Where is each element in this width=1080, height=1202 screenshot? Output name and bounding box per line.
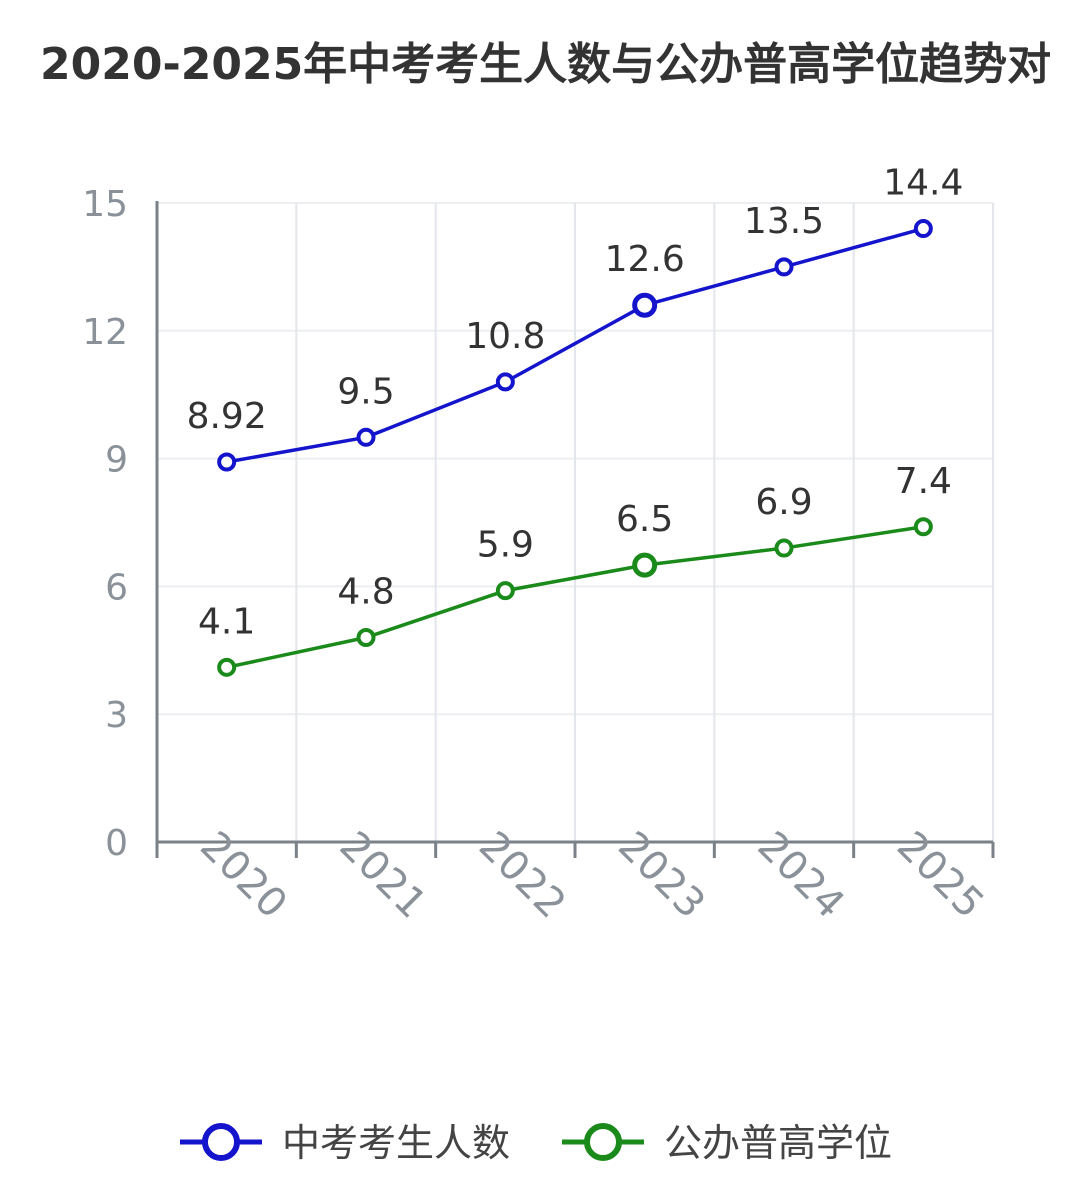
data-point[interactable] (356, 427, 376, 447)
data-point[interactable] (217, 657, 237, 677)
chart-title: 2020-2025年中考考生人数与公办普高学位趋势对 (40, 39, 1052, 90)
data-point[interactable] (774, 257, 794, 277)
data-point[interactable] (632, 552, 658, 578)
y-tick-label: 6 (105, 567, 128, 608)
legend: 中考考生人数 公办普高学位 (180, 1121, 892, 1165)
data-point[interactable] (774, 538, 794, 558)
data-label: 7.4 (895, 461, 952, 502)
data-point[interactable] (632, 292, 658, 318)
x-tick-label: 2025 (888, 823, 993, 928)
legend-label[interactable]: 中考考生人数 (282, 1121, 510, 1165)
data-label: 10.8 (465, 316, 545, 357)
data-label: 14.4 (883, 163, 963, 204)
data-point[interactable] (217, 452, 237, 472)
grid-lines (157, 202, 994, 842)
series-line (226, 525, 924, 670)
y-tick-label: 9 (105, 440, 128, 481)
x-tick-label: 2024 (749, 823, 854, 928)
legend-marker-icon (202, 1123, 240, 1161)
legend-marker-icon (584, 1123, 622, 1161)
x-tick-label: 2023 (609, 823, 714, 928)
legend-label[interactable]: 公办普高学位 (664, 1121, 892, 1165)
data-point[interactable] (913, 219, 933, 239)
data-point[interactable] (356, 628, 376, 648)
data-label: 9.5 (337, 371, 394, 412)
data-label: 4.8 (337, 572, 394, 613)
y-tick-label: 15 (82, 184, 128, 225)
x-tick-label: 2020 (191, 823, 296, 928)
data-label: 5.9 (477, 525, 534, 566)
data-label: 12.6 (605, 239, 685, 280)
data-label: 6.5 (616, 499, 673, 540)
data-point[interactable] (495, 372, 515, 392)
data-point[interactable] (913, 517, 933, 537)
series-lines (217, 219, 933, 677)
series-line (226, 226, 924, 464)
data-label: 8.92 (187, 396, 267, 437)
data-point[interactable] (495, 581, 515, 601)
axes: 0 3 6 9 12 15 2020 2021 2022 2023 2024 2025 (82, 184, 995, 928)
y-tick-label: 0 (105, 823, 128, 864)
y-tick-label: 12 (82, 312, 128, 353)
data-label: 13.5 (744, 201, 824, 242)
x-tick-label: 2022 (470, 823, 575, 928)
y-tick-label: 3 (105, 695, 128, 736)
data-labels: 8.92 9.5 10.8 12.6 13.5 14.4 4.1 4.8 5.9 6.5 6.9 7.… (187, 163, 964, 643)
data-label: 6.9 (755, 482, 812, 523)
x-tick-label: 2021 (331, 823, 436, 928)
data-label: 4.1 (198, 601, 255, 642)
